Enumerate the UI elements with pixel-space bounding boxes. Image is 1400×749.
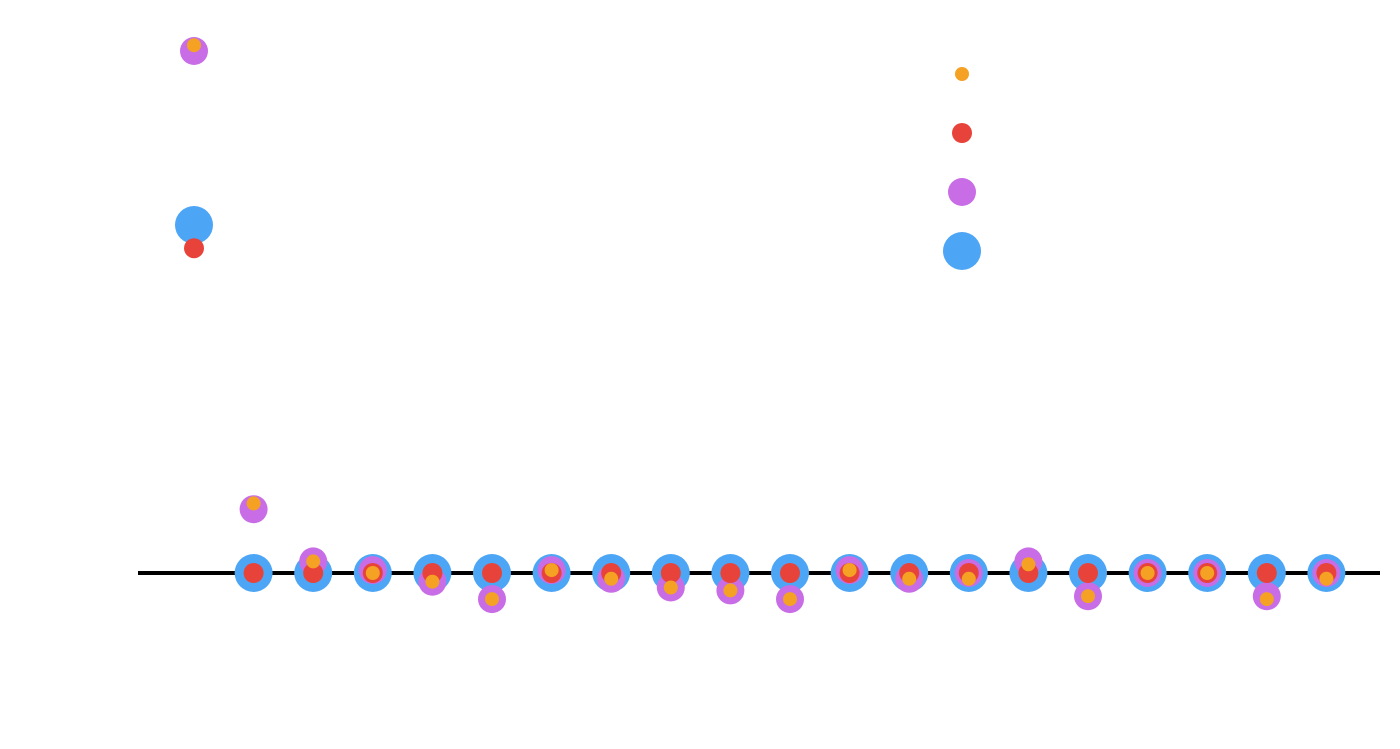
series-3-point [780, 563, 800, 583]
series-4-point [246, 496, 261, 511]
series-2 [180, 37, 1341, 614]
series-3-point [1078, 563, 1098, 583]
legend [943, 67, 981, 270]
series-4-point [604, 571, 619, 586]
series-4-point [723, 583, 738, 598]
series-4 [187, 38, 1334, 607]
series-4-point [1200, 566, 1215, 580]
series-3-point [660, 563, 681, 583]
series-4-point [425, 574, 440, 589]
series-4-point [1259, 592, 1274, 607]
series-4-point [1021, 557, 1036, 572]
series-3-point [184, 238, 204, 259]
series-4-point [365, 566, 380, 580]
legend-marker-series-1 [943, 232, 981, 270]
series-4-point [187, 38, 201, 53]
legend-marker-series-2 [948, 178, 976, 206]
series-4-point [1319, 571, 1334, 586]
series-4-point [1140, 566, 1155, 580]
series-3-point [482, 563, 502, 583]
series-3-point [1256, 563, 1277, 583]
series-4-point [961, 571, 976, 586]
series-1-point [175, 206, 213, 244]
series-4-point [1081, 589, 1095, 604]
series-3 [184, 238, 1337, 583]
series-3-point [720, 563, 741, 583]
series-1 [175, 206, 1346, 592]
series-4-point [544, 563, 559, 578]
legend-marker-series-3 [952, 123, 972, 143]
series-3-point [303, 563, 324, 583]
legend-marker-series-4 [955, 67, 969, 81]
series-4-point [842, 563, 857, 578]
series-4-point [902, 571, 917, 586]
series-layer [175, 37, 1346, 614]
series-3-point [243, 563, 264, 583]
series-4-point [485, 592, 499, 607]
series-4-point [306, 554, 321, 569]
series-4-point [663, 580, 678, 595]
series-4-point [783, 592, 797, 607]
